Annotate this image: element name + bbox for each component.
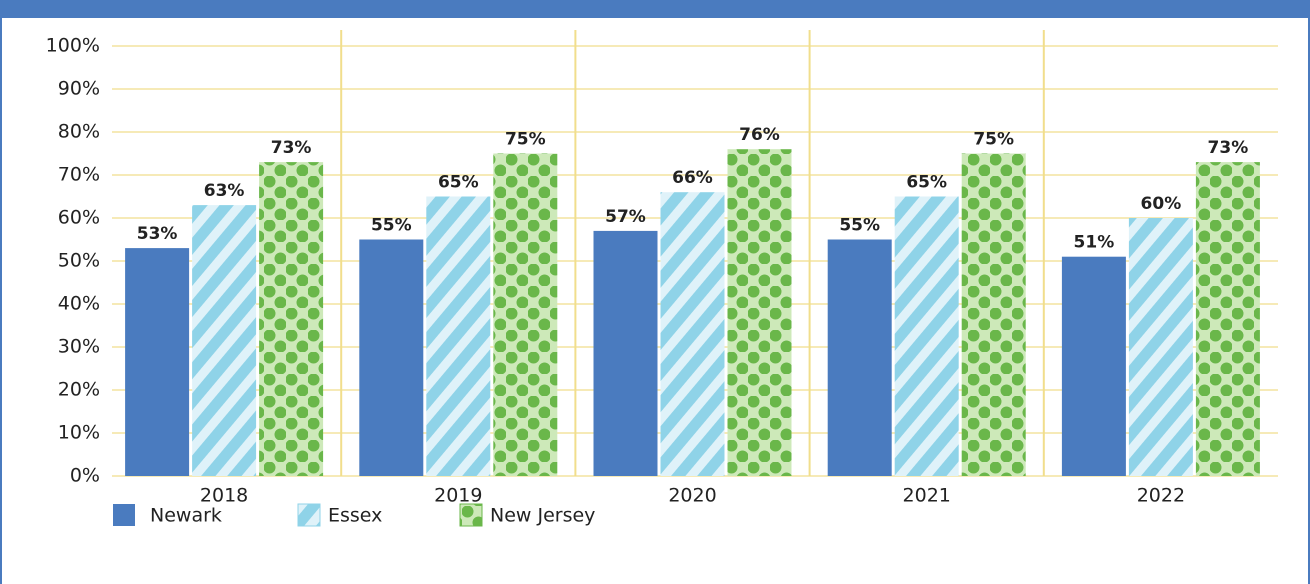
y-tick-label: 20% [58,379,100,401]
top-band [0,0,1310,18]
legend-swatch [113,504,135,526]
legend-label: Newark [150,505,222,527]
bar [259,162,324,476]
y-tick-label: 30% [58,336,100,358]
bar [1128,218,1193,476]
y-tick-label: 50% [58,250,100,272]
left-border [0,0,2,584]
value-label: 76% [739,125,780,145]
value-label: 73% [271,138,312,158]
x-tick-label: 2021 [903,485,951,507]
x-tick-label: 2018 [200,485,248,507]
bar [359,239,424,476]
bar [426,196,491,476]
bar [894,196,959,476]
value-label: 63% [204,181,245,201]
legend-swatch [297,503,321,527]
value-label: 57% [605,207,646,227]
bar [827,239,892,476]
value-label: 75% [973,130,1014,150]
x-tick-label: 2022 [1137,485,1185,507]
y-tick-label: 60% [58,207,100,229]
value-label: 65% [438,173,479,193]
legend-label: New Jersey [490,505,595,527]
bar [593,230,658,476]
bar [192,205,257,476]
value-label: 65% [906,173,947,193]
value-label: 51% [1074,233,1115,253]
value-label: 55% [839,216,880,236]
right-border [1308,0,1310,584]
bar [961,153,1026,476]
bar [493,153,558,476]
y-tick-label: 100% [46,35,100,57]
y-tick-label: 10% [58,422,100,444]
value-label: 60% [1141,194,1182,214]
x-tick-label: 2020 [668,485,716,507]
value-label: 66% [672,168,713,188]
bar [125,248,190,476]
legend-label: Essex [328,505,382,527]
y-tick-label: 90% [58,78,100,100]
bar [1061,256,1126,476]
legend-swatch [459,503,483,527]
y-tick-label: 70% [58,164,100,186]
value-label: 73% [1208,138,1249,158]
x-tick-label: 2019 [434,485,482,507]
y-tick-label: 0% [70,465,100,487]
value-label: 53% [137,224,178,244]
bar [660,192,725,476]
bar [727,149,792,476]
y-tick-label: 40% [58,293,100,315]
value-label: 75% [505,130,546,150]
value-label: 55% [371,216,412,236]
bar [1195,162,1260,476]
y-tick-label: 80% [58,121,100,143]
